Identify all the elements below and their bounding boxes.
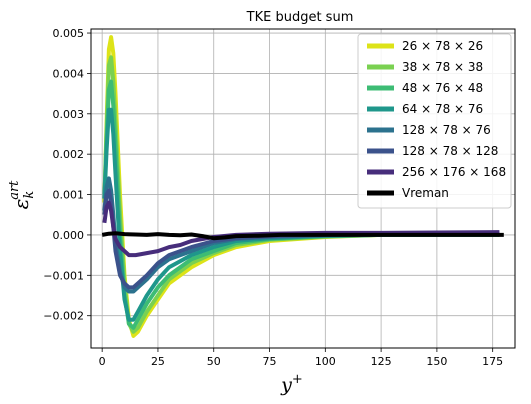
y-tick-label: 0.001 [53, 189, 85, 202]
x-tick-label: 125 [371, 355, 392, 368]
legend-label: Vreman [402, 186, 449, 200]
legend-label: 128 × 78 × 128 [402, 144, 498, 158]
y-tick-label: 0.002 [53, 148, 85, 161]
axis-ticks: 0 25 50 75 100 125 150 175 −0.002 −0.001 0.000 0.00… [43, 27, 503, 368]
x-tick-label: 100 [315, 355, 336, 368]
legend-label: 26 × 78 × 26 [402, 39, 483, 53]
x-tick-label: 50 [207, 355, 221, 368]
x-axis-label: y+ [280, 372, 303, 396]
x-tick-label: 175 [482, 355, 503, 368]
x-tick-label: 25 [151, 355, 165, 368]
y-tick-label: 0.003 [53, 108, 85, 121]
y-tick-label: −0.002 [43, 310, 84, 323]
y-axis-label-sub: k [22, 191, 37, 199]
plot-frame [90, 28, 516, 349]
y-axis-label: εkart [7, 180, 37, 210]
chart-title: TKE budget sum [246, 10, 354, 25]
legend-label: 64 × 78 × 76 [402, 102, 483, 116]
y-tick-label: 0.000 [53, 229, 85, 242]
y-tick-label: 0.004 [53, 67, 85, 80]
legend-box [357, 33, 512, 209]
legend-label: 128 × 78 × 76 [402, 123, 491, 137]
legend-label: 256 × 176 × 168 [402, 165, 506, 179]
series-line-8 [101, 231, 504, 241]
x-tick-label: 75 [263, 355, 277, 368]
legend-label: 48 × 76 × 48 [402, 81, 483, 95]
y-axis-label-group: εkart [7, 180, 37, 210]
series-lines [101, 35, 504, 338]
x-axis-label-main: y [280, 374, 292, 396]
legend: 26 × 78 × 26 38 × 78 × 38 48 × 76 × 48 64 ×… [357, 33, 512, 209]
y-tick-label: −0.001 [43, 269, 84, 282]
y-tick-label: 0.005 [53, 27, 85, 40]
x-tick-label: 150 [426, 355, 447, 368]
x-tick-label: 0 [99, 355, 106, 368]
y-axis-label-sup: art [7, 180, 22, 200]
legend-label: 38 × 78 × 38 [402, 60, 483, 74]
y-axis-label-main: ε [9, 199, 33, 210]
x-axis-label-sup: + [292, 372, 303, 387]
